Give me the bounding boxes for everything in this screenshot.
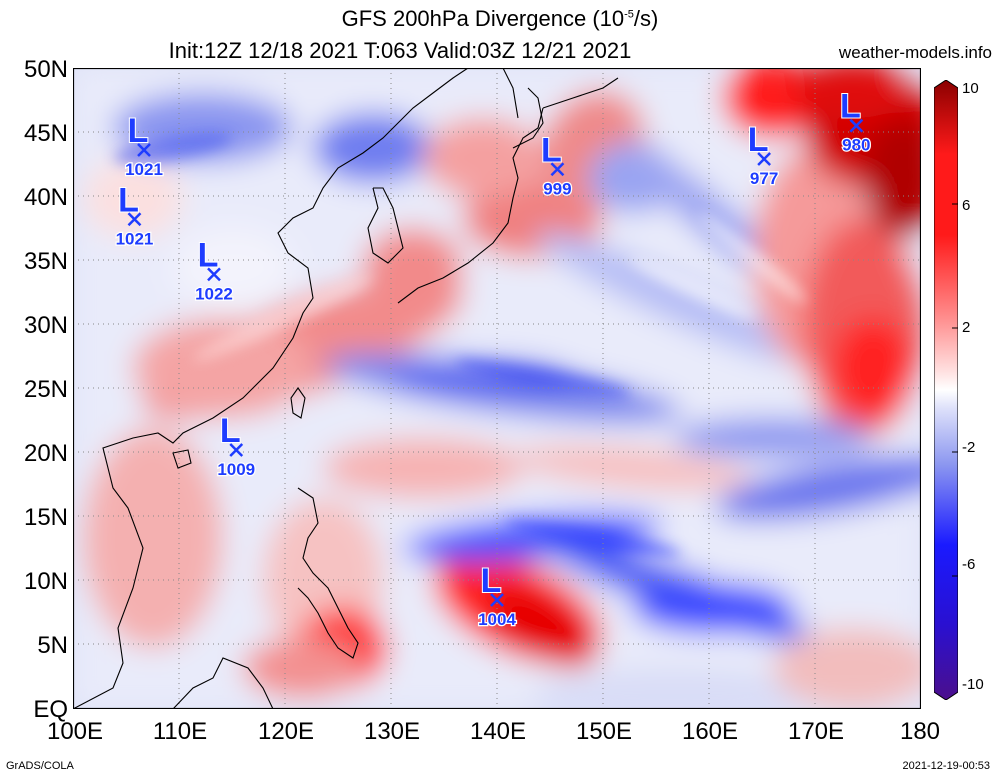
lon-label: 140E (469, 718, 527, 745)
low-letter: L (118, 181, 139, 219)
footer-timestamp: 2021-12-19-00:53 (902, 760, 990, 772)
footer-credit: GrADS/COLA (6, 760, 74, 772)
lon-label: 180 (899, 718, 941, 745)
low-letter: L (220, 412, 241, 450)
lat-label: 15N (23, 504, 68, 531)
low-letter: L (481, 562, 502, 600)
low-marker: L 1022 (194, 235, 234, 304)
lat-label: 30N (23, 312, 68, 339)
low-marker: L 980 (839, 87, 872, 156)
divergence-map: L 1021 L 1021 L 1022 L 1009 L 999 L 977 L 980 L 1004 (73, 68, 921, 709)
low-pressure-value: 1004 (478, 610, 516, 629)
coastlines (73, 68, 619, 709)
low-center-icon (127, 212, 142, 227)
low-pressure-value: 980 (842, 136, 870, 155)
map-frame (73, 68, 921, 709)
colorbar-label: -10 (962, 676, 984, 693)
low-center-icon (137, 143, 151, 157)
low-pressure-value: 977 (750, 169, 778, 188)
lat-label: 50N (23, 56, 68, 83)
colorbar-label: 2 (962, 319, 971, 336)
low-marker: L 1021 (114, 180, 154, 249)
low-letter: L (840, 88, 861, 126)
lon-label: 150E (575, 718, 633, 745)
chart-title: GFS 200hPa Divergence (10-5/s) (341, 6, 659, 31)
colorbar-label: 6 (962, 197, 971, 214)
lat-label: EQ (33, 696, 68, 723)
low-pressure-value: 1021 (125, 160, 163, 179)
low-marker: L 1009 (216, 411, 256, 480)
lat-label: 25N (23, 376, 68, 403)
low-pressure-markers: L 1021 L 1021 L 1022 L 1009 L 999 L 977 L 980 L 1004 (114, 87, 872, 631)
low-pressure-value: 1009 (217, 460, 255, 479)
colorbar (934, 80, 958, 700)
low-letter: L (748, 121, 769, 159)
low-center-icon (490, 593, 504, 607)
lon-label: 120E (257, 718, 315, 745)
low-pressure-value: 999 (543, 179, 571, 198)
lon-label: 170E (787, 718, 845, 745)
lon-label: 160E (681, 718, 739, 745)
low-pressure-value: 1021 (116, 229, 154, 248)
lon-label: 130E (363, 718, 421, 745)
lat-label: 35N (23, 248, 68, 275)
lat-label: 40N (23, 184, 68, 211)
low-letter: L (198, 236, 219, 274)
site-credit: weather-models.info (838, 43, 992, 62)
chart-subtitle: Init:12Z 12/18 2021 T:063 Valid:03Z 12/2… (168, 38, 632, 63)
lat-label: 5N (37, 632, 68, 659)
lon-label: 100E (46, 718, 104, 745)
graticule (73, 68, 921, 709)
low-center-icon (849, 118, 864, 133)
low-center-icon (757, 152, 772, 166)
low-letter: L (541, 131, 562, 169)
colorbar-label: 10 (962, 80, 979, 97)
low-marker: L 977 (747, 120, 780, 189)
colorbar-label: -2 (962, 439, 976, 456)
lat-label: 45N (23, 120, 68, 147)
low-letter: L (128, 112, 149, 150)
lon-label: 110E (152, 718, 208, 745)
low-marker: L 999 (540, 130, 573, 199)
colorbar-label: -6 (962, 556, 976, 573)
low-center-icon (229, 443, 244, 457)
low-marker: L 1021 (124, 111, 164, 180)
low-marker: L 1004 (477, 561, 518, 630)
lat-label: 20N (23, 440, 68, 467)
low-pressure-value: 1022 (195, 284, 233, 303)
lat-label: 10N (23, 568, 68, 595)
low-center-icon (550, 162, 565, 177)
low-center-icon (207, 267, 221, 282)
